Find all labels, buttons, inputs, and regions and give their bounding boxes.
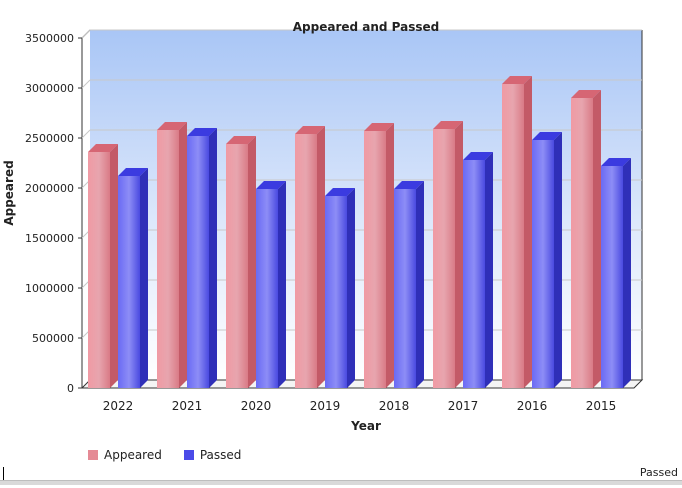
bar-passed-2018[interactable] [394, 189, 416, 388]
bar-side-passed-2019 [347, 188, 355, 388]
bar-top-passed-2019 [325, 188, 355, 196]
bar-top-passed-2016 [532, 132, 562, 140]
bar-top-appeared-2019 [295, 126, 325, 134]
bar-appeared-2019[interactable] [295, 134, 317, 388]
bar-side-appeared-2018 [386, 123, 394, 388]
x-tick-label: 2018 [379, 399, 410, 413]
x-tick-label: 2019 [310, 399, 341, 413]
bar-passed-2015[interactable] [601, 166, 623, 388]
legend-swatch-passed [183, 450, 194, 460]
bar-side-passed-2016 [554, 132, 562, 388]
y-axis-label: Appeared [2, 160, 16, 225]
bar-side-passed-2018 [416, 181, 424, 388]
bar-side-passed-2021 [209, 128, 217, 388]
bar-passed-2016[interactable] [532, 140, 554, 388]
bar-passed-2021[interactable] [187, 136, 209, 388]
bar-top-appeared-2017 [433, 121, 463, 129]
bar-top-passed-2017 [463, 152, 493, 160]
bar-top-passed-2020 [256, 181, 286, 189]
y-tick-label: 3500000 [25, 32, 74, 45]
bar-side-appeared-2019 [317, 126, 325, 388]
bar-top-appeared-2022 [88, 144, 118, 152]
bar-top-passed-2015 [601, 158, 631, 166]
y-tick-label: 2000000 [25, 182, 74, 195]
bar-side-passed-2015 [623, 158, 631, 388]
bar-appeared-2021[interactable] [157, 130, 179, 388]
bar-side-appeared-2020 [248, 136, 256, 388]
y-tick-label: 2500000 [25, 132, 74, 145]
bar-side-appeared-2015 [593, 90, 601, 388]
bar-top-passed-2018 [394, 181, 424, 189]
x-tick-label: 2015 [586, 399, 617, 413]
gridline-depth [81, 29, 91, 39]
bar-passed-2020[interactable] [256, 189, 278, 388]
legend-item-appeared[interactable]: Appeared [88, 448, 162, 462]
bar-side-appeared-2022 [110, 144, 118, 388]
x-tick-label: 2021 [172, 399, 203, 413]
legend-swatch-appeared [88, 450, 98, 460]
y-tick-label: 1000000 [25, 282, 74, 295]
bar-side-appeared-2016 [524, 76, 532, 388]
chart-title: Appeared and Passed [293, 20, 440, 34]
bar-top-passed-2021 [187, 128, 217, 136]
legend: Appeared Passed [88, 448, 241, 462]
bar-appeared-2022[interactable] [88, 152, 110, 388]
axis-labels: 0 500000 1000000 1500000 2000000 2500000 30000… [2, 20, 616, 433]
gridline-depth [81, 79, 91, 89]
x-axis-label: Year [350, 419, 381, 433]
gridline-depth [81, 129, 91, 139]
legend-label-appeared: Appeared [104, 448, 162, 462]
bar-passed-2017[interactable] [463, 160, 485, 388]
bar-appeared-2015[interactable] [571, 98, 593, 388]
y-tick-label: 500000 [32, 332, 74, 345]
bar-top-appeared-2021 [157, 122, 187, 130]
bar-appeared-2017[interactable] [433, 129, 455, 388]
bar-appeared-2018[interactable] [364, 131, 386, 388]
y-tick-label: 3000000 [25, 82, 74, 95]
bar-top-appeared-2020 [226, 136, 256, 144]
bar-side-passed-2017 [485, 152, 493, 388]
bar-passed-2019[interactable] [325, 196, 347, 388]
x-tick-label: 2022 [103, 399, 134, 413]
legend-item-passed[interactable]: Passed [183, 448, 242, 462]
bar-appeared-2020[interactable] [226, 144, 248, 388]
bar-side-appeared-2021 [179, 122, 187, 388]
bar-side-passed-2020 [278, 181, 286, 388]
y-tick-label: 1500000 [25, 232, 74, 245]
bottom-divider [0, 480, 682, 485]
footer-label: Passed [639, 466, 678, 479]
bar-top-appeared-2015 [571, 90, 601, 98]
x-tick-label: 2020 [241, 399, 272, 413]
bars [88, 76, 631, 388]
bar-passed-2022[interactable] [118, 176, 140, 388]
y-tick-label: 0 [67, 382, 74, 395]
x-tick-label: 2016 [517, 399, 548, 413]
legend-label-passed: Passed [199, 448, 242, 462]
bar-side-appeared-2017 [455, 121, 463, 388]
bar-top-passed-2022 [118, 168, 148, 176]
x-tick-label: 2017 [448, 399, 479, 413]
bar-side-passed-2022 [140, 168, 148, 388]
bar-appeared-2016[interactable] [502, 84, 524, 388]
bar-top-appeared-2018 [364, 123, 394, 131]
bar-top-appeared-2016 [502, 76, 532, 84]
text-cursor [3, 467, 4, 481]
